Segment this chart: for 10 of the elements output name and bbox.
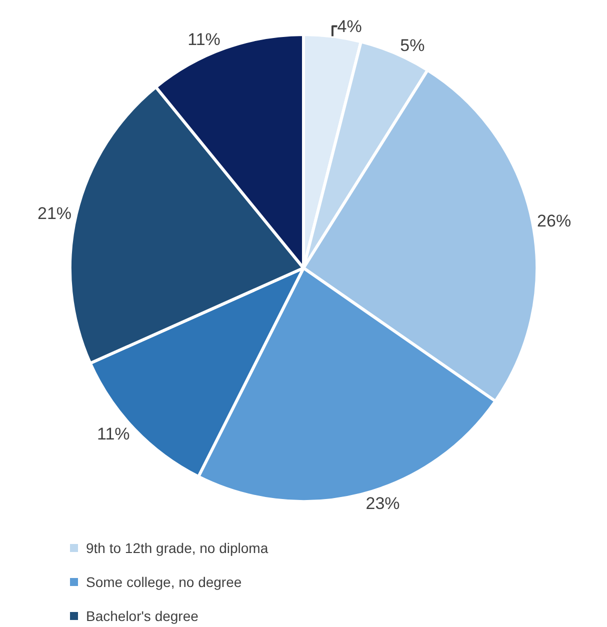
legend-label: Bachelor's degree [86, 608, 199, 624]
data-label: 21% [37, 204, 72, 224]
data-label: 23% [366, 494, 400, 513]
data-label: 5% [400, 36, 425, 55]
data-label: 26% [537, 211, 572, 230]
legend-label: 9th to 12th grade, no diploma [86, 540, 268, 556]
data-label: 11% [188, 30, 220, 50]
legend-label: Some college, no degree [86, 574, 242, 590]
data-label: 11% [97, 424, 130, 444]
data-label: 4% [337, 16, 362, 36]
